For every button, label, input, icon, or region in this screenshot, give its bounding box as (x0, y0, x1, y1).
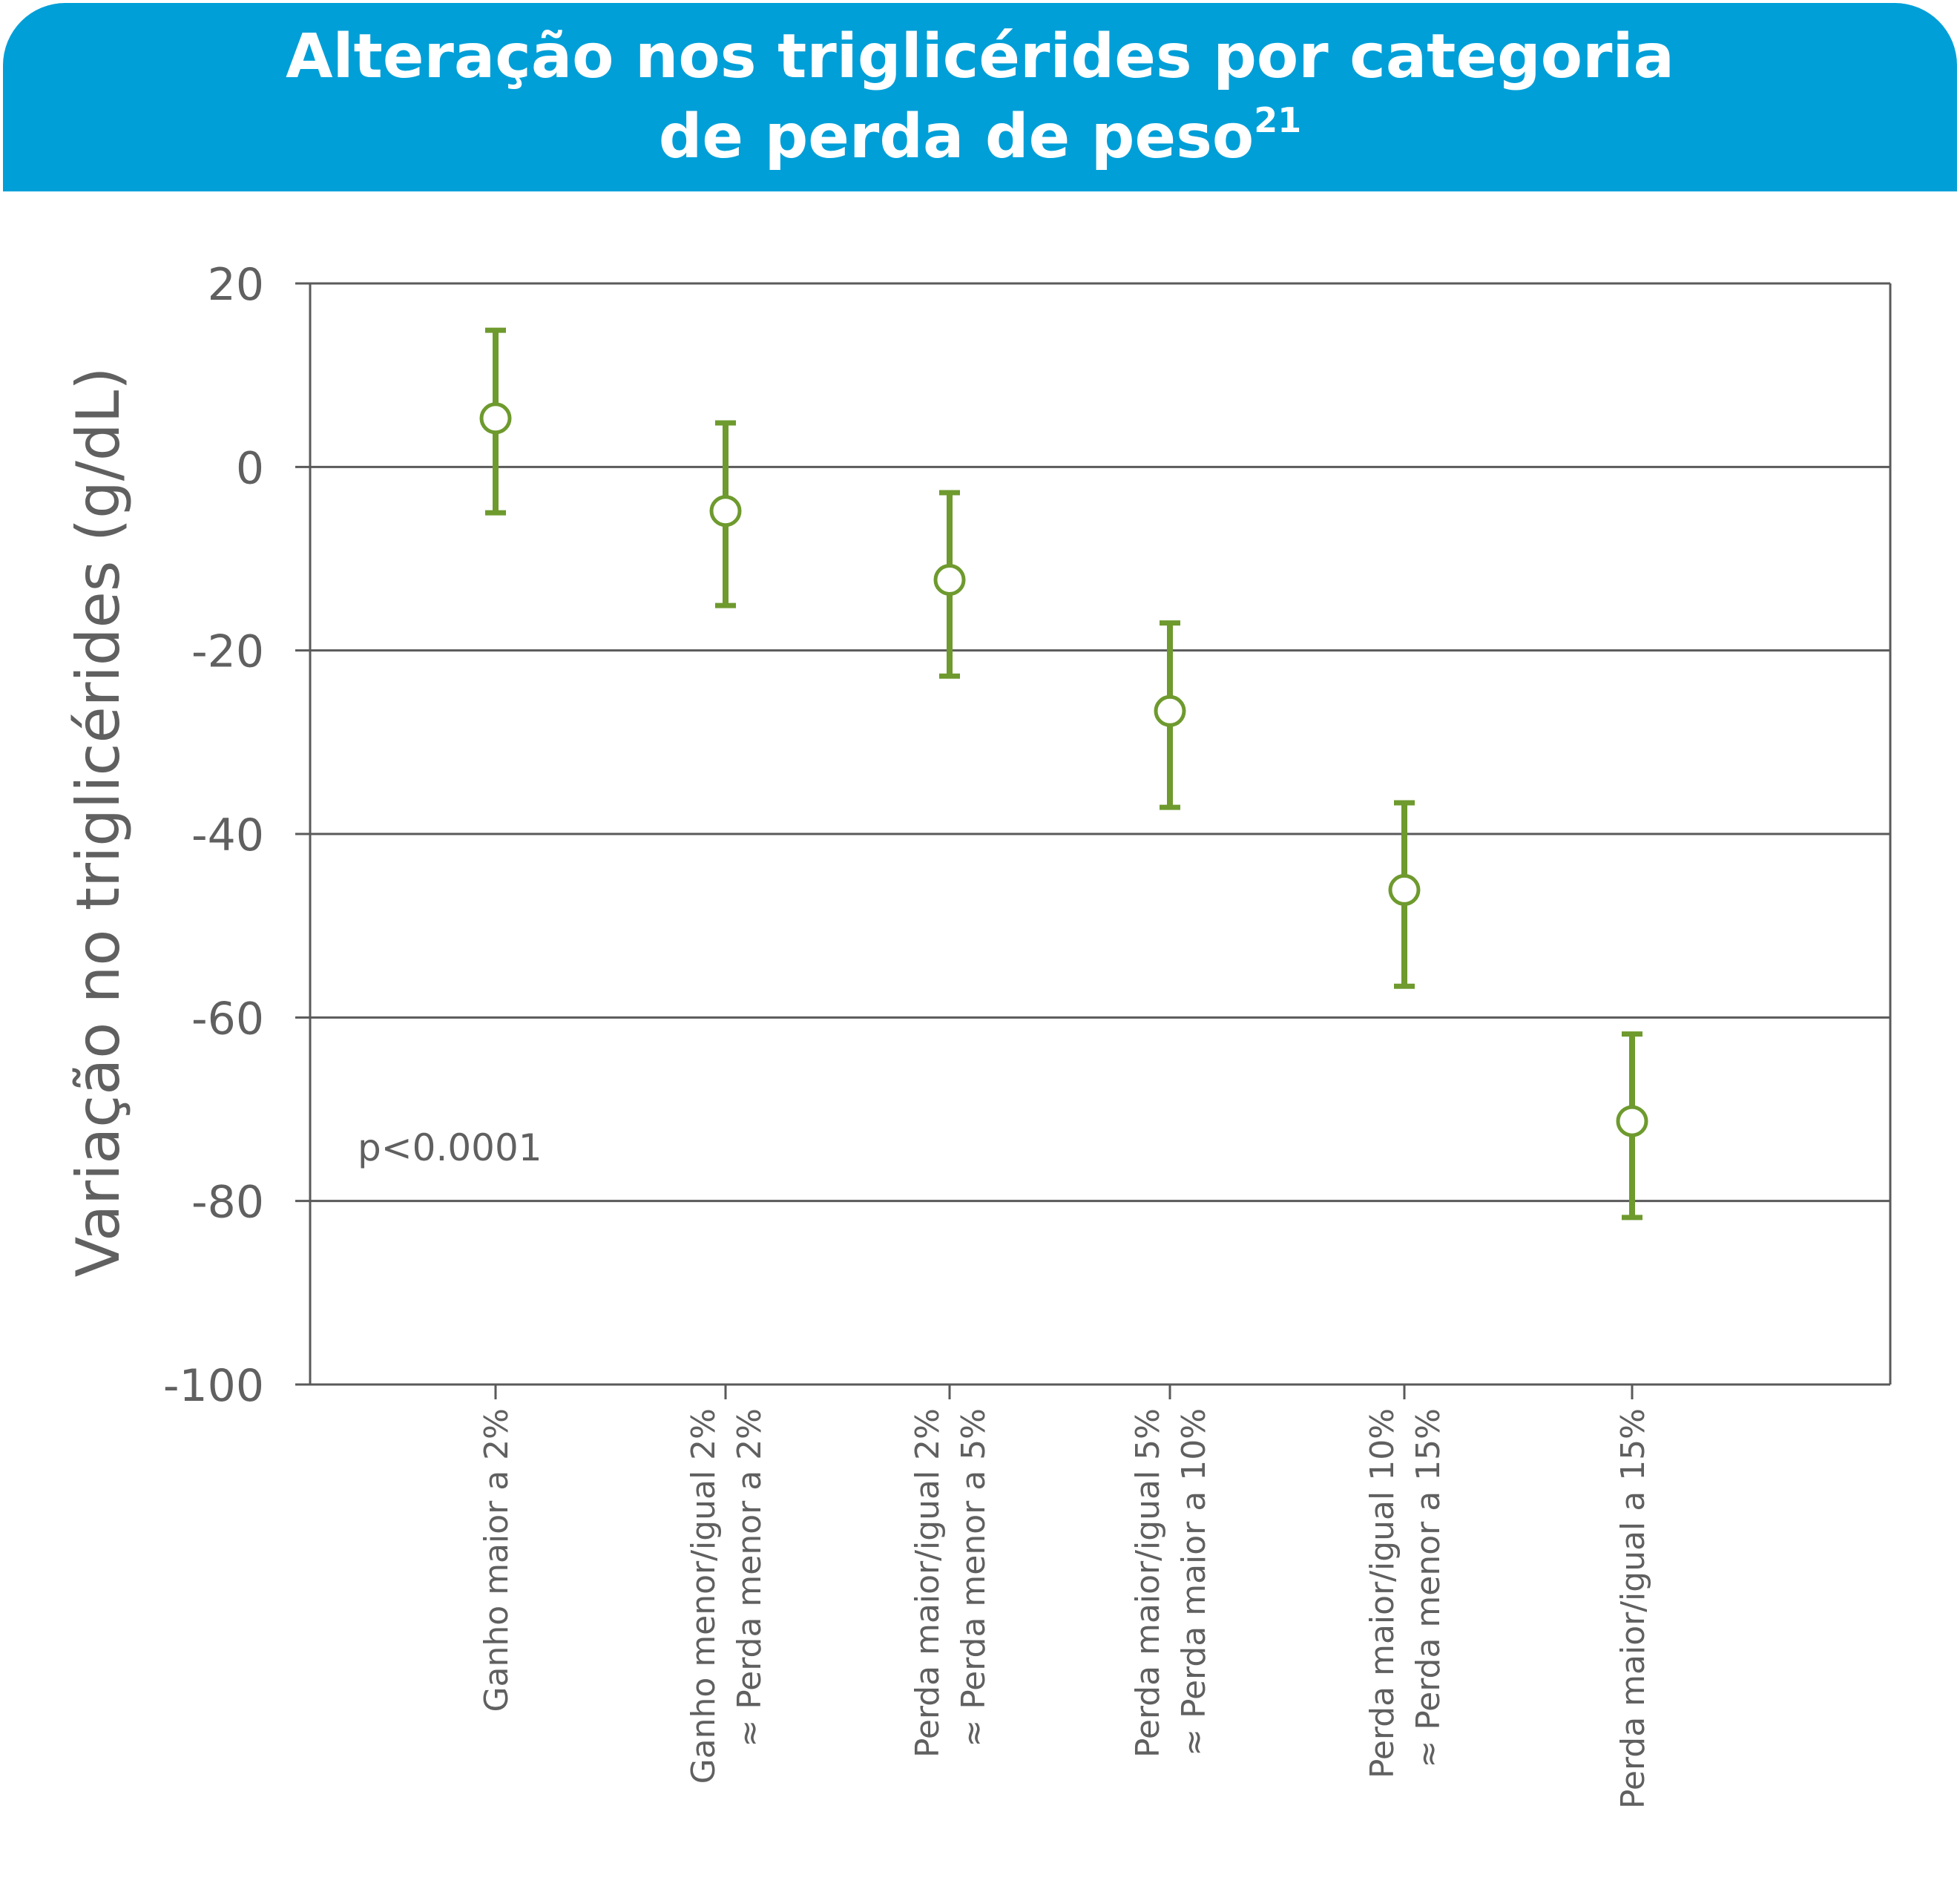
y-tick-label: 20 (208, 259, 264, 311)
x-tick-label: Perda maior/igual 2% (909, 1408, 947, 1758)
x-tick-label: Ganho menor/igual 2% (685, 1408, 723, 1784)
data-point-marker (709, 495, 742, 528)
x-tick-label: Perda maior/igual 10% (1364, 1408, 1401, 1778)
data-point-group (1388, 800, 1421, 989)
data-point-group (1154, 620, 1186, 810)
data-point-marker (1154, 694, 1186, 727)
x-tick-label: ≈ Perda menor a 5% (955, 1408, 993, 1747)
data-point-marker (1616, 1105, 1648, 1137)
x-tick-label: ≈ Perda menor a 2% (731, 1408, 769, 1747)
title-line-2-text: de perda de peso (658, 102, 1254, 172)
data-point-marker (479, 402, 512, 435)
y-tick-label: -40 (191, 809, 264, 861)
data-point-marker (933, 563, 966, 596)
y-tick-label: -60 (191, 993, 264, 1045)
y-axis-ticks: 20 0 -20 -40 -60 -80 -100 (163, 259, 310, 1412)
x-tick-label: ≈ Perda menor a 15% (1410, 1408, 1447, 1768)
p-value-annotation: p<0.0001 (358, 1126, 542, 1169)
data-series (479, 327, 1648, 1221)
title-reference-superscript: 21 (1254, 100, 1302, 140)
title-banner: Alteração nos triglicérides por categori… (3, 3, 1957, 191)
data-point-group (933, 490, 966, 679)
y-tick-label: -100 (163, 1360, 264, 1412)
y-tick-label: -80 (191, 1177, 264, 1229)
title-line-2: de perda de peso21 (659, 97, 1302, 177)
x-axis-ticks: Ganho maior a 2% Ganho menor/igual 2% ≈ Pe… (478, 1384, 1652, 1809)
data-point-marker (1388, 873, 1421, 906)
data-point-group (709, 420, 742, 608)
data-point-group (479, 327, 512, 516)
x-tick-label: Perda maior/igual 5% (1129, 1408, 1167, 1758)
y-tick-label: 0 (236, 442, 264, 494)
y-axis-title: Variação no triglicérides (g/dL) (64, 367, 133, 1278)
gridlines (310, 465, 1890, 1203)
data-point-group (1616, 1031, 1648, 1221)
x-tick-label: Perda maior/igual a 15% (1614, 1408, 1652, 1809)
x-tick-label: ≈ Perda maior a 10% (1175, 1408, 1213, 1756)
x-tick-label: Ganho maior a 2% (478, 1408, 516, 1712)
title-line-1: Alteração nos triglicérides por categori… (286, 22, 1674, 92)
y-tick-label: -20 (191, 626, 264, 678)
